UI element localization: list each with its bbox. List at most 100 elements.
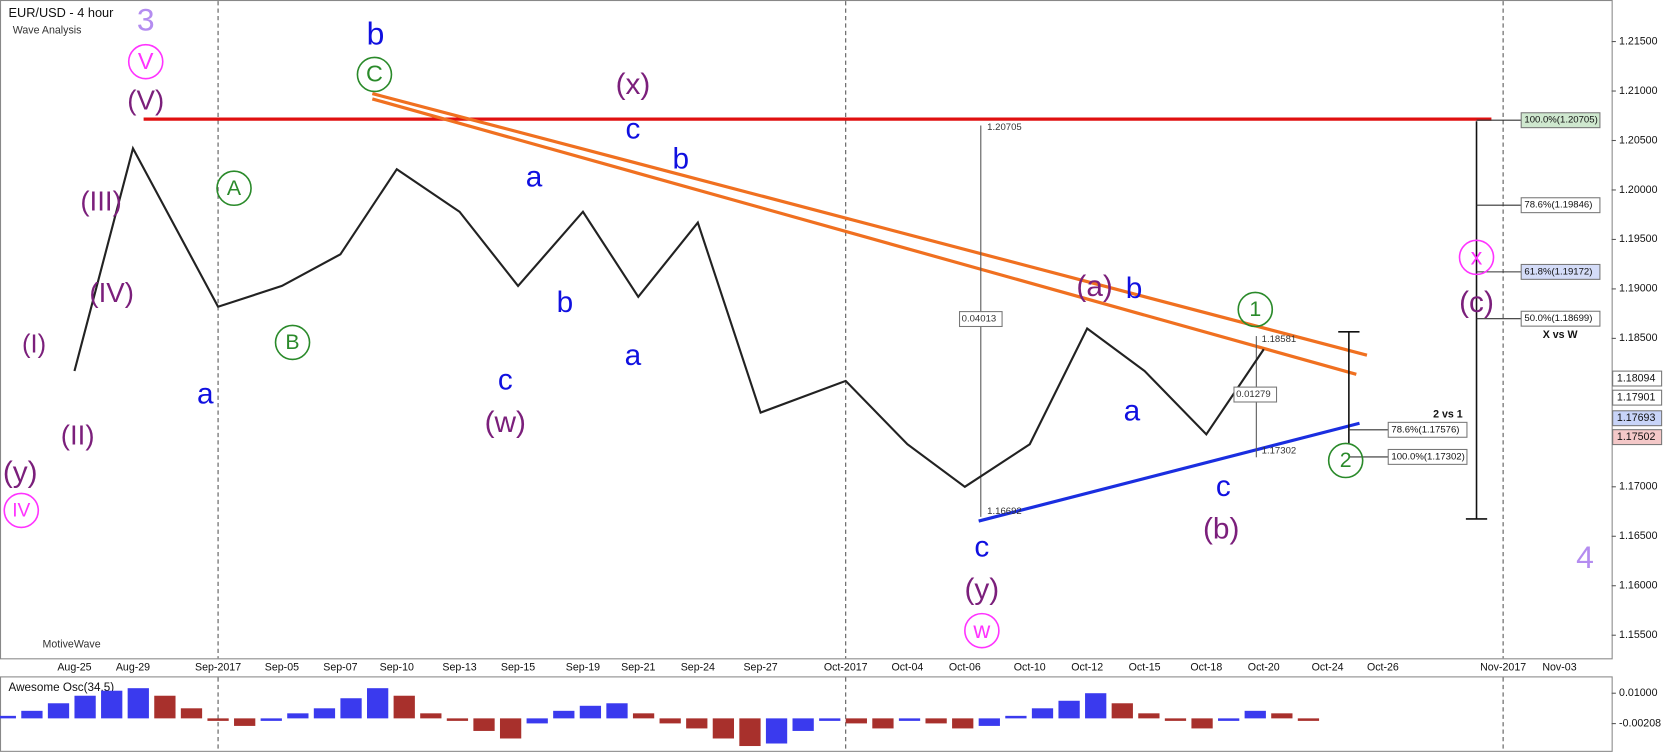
osc-bar (632, 713, 655, 719)
osc-bar (446, 718, 469, 721)
wave-circle (127, 43, 164, 80)
osc-bar (978, 718, 1000, 726)
wave-label: (IV) (89, 277, 134, 308)
price-line (73, 145, 1265, 489)
osc-bar (898, 718, 921, 721)
wave-label: IV (12, 501, 30, 522)
x-tick-label: Sep-19 (566, 662, 600, 674)
price-tag-label: 1.17502 (1617, 431, 1656, 443)
trend-line (371, 97, 1357, 376)
x-tick-label: Oct-15 (1129, 662, 1161, 674)
wave-circle (964, 612, 1000, 649)
wave-circle (1458, 239, 1495, 276)
fib-label: 78.6%(1.17576) (1391, 424, 1459, 435)
price-panel (0, 0, 1613, 660)
osc-bar (872, 718, 894, 729)
wave-circle (1237, 291, 1274, 328)
osc-bar (473, 718, 495, 731)
wave-label: c (1216, 470, 1231, 503)
osc-bar (47, 703, 70, 719)
wave-label: b (1126, 272, 1143, 305)
wave-label: b (367, 16, 385, 52)
wave-label: (II) (61, 419, 95, 450)
fib-label: 61.8%(1.19172) (1524, 266, 1592, 277)
wave-label: c (626, 113, 641, 146)
price-tag (1612, 370, 1663, 387)
osc-bar (553, 710, 575, 719)
wave-label: 2 (1340, 448, 1352, 472)
wave-label: b (673, 142, 690, 175)
y-tick-label: 1.17000 (1619, 481, 1658, 493)
y-tick-label: 1.21500 (1619, 35, 1658, 47)
chart-subtitle: Wave Analysis (13, 25, 82, 37)
price-tag (1612, 389, 1663, 406)
x-tick-label: Sep-10 (380, 662, 414, 674)
price-tag (1612, 410, 1663, 427)
x-tick-label: Oct-26 (1367, 662, 1399, 674)
wave-label: (b) (1203, 513, 1239, 546)
oscillator-title: Awesome Osc(34,5) (9, 681, 115, 694)
osc-bar (393, 695, 415, 719)
wave-label: (x) (616, 68, 651, 101)
x-tick-label: Sep-27 (743, 662, 777, 674)
y-tick-label: 1.16000 (1619, 580, 1658, 592)
x-tick-label: Oct-10 (1014, 662, 1046, 674)
wave-label: (y) (965, 573, 1000, 606)
wave-label: (a) (1076, 270, 1112, 303)
osc-bar (207, 718, 229, 721)
price-tag-label: 1.17901 (1617, 391, 1656, 403)
fib-note: 2 vs 1 (1433, 409, 1463, 421)
wave-label: (y) (3, 456, 38, 489)
osc-bar (1111, 703, 1133, 719)
price-tag-label: 1.18094 (1617, 372, 1656, 384)
osc-bar (819, 718, 841, 721)
fib-label: 100.0%(1.17302) (1391, 451, 1464, 462)
osc-bar (1191, 718, 1213, 729)
osc-bar (367, 688, 389, 719)
osc-bar (1271, 713, 1293, 719)
osc-bar (101, 690, 123, 719)
measure-label: 1.18581 (1262, 334, 1297, 345)
y-tick-label: 1.19000 (1619, 283, 1658, 295)
osc-bar (1297, 718, 1320, 721)
osc-bar (1244, 710, 1266, 719)
osc-bar (21, 710, 43, 719)
wave-label: a (1124, 394, 1141, 427)
osc-bar (287, 713, 309, 719)
x-tick-label: Oct-2017 (824, 662, 868, 674)
osc-bar (74, 695, 96, 719)
osc-bar (499, 718, 522, 739)
wave-label: V (138, 48, 154, 74)
x-tick-label: Aug-25 (57, 662, 91, 674)
osc-bar (765, 718, 788, 744)
wave-circle (216, 170, 252, 207)
wave-label: 1 (1249, 297, 1261, 321)
wave-label: B (285, 330, 299, 354)
measure-box (958, 311, 1003, 328)
measure-box (1233, 386, 1278, 403)
fib-box (1520, 263, 1601, 280)
x-tick-label: Oct-06 (949, 662, 981, 674)
support-line (978, 421, 1360, 523)
osc-bar (180, 708, 203, 719)
measure-label: 1.16692 (987, 506, 1022, 517)
x-tick-label: Sep-2017 (195, 662, 241, 674)
osc-bar (234, 718, 256, 726)
osc-bar (1031, 708, 1054, 719)
fib-box (1387, 421, 1468, 438)
osc-bar (1164, 718, 1187, 721)
x-tick-label: Oct-04 (891, 662, 923, 674)
wave-label: (I) (22, 330, 46, 358)
measure-label: 0.04013 (962, 314, 997, 325)
osc-bar (526, 718, 548, 724)
measure-label: 1.20705 (987, 122, 1022, 133)
wave-label: (c) (1459, 286, 1494, 319)
wave-label: b (557, 286, 574, 319)
wave-label: 4 (1576, 539, 1594, 575)
x-tick-label: Oct-24 (1312, 662, 1344, 674)
osc-bar (1138, 713, 1160, 719)
fib-label: 50.0%(1.18699) (1524, 313, 1592, 324)
wave-label: w (972, 617, 990, 643)
osc-bar (579, 705, 602, 719)
